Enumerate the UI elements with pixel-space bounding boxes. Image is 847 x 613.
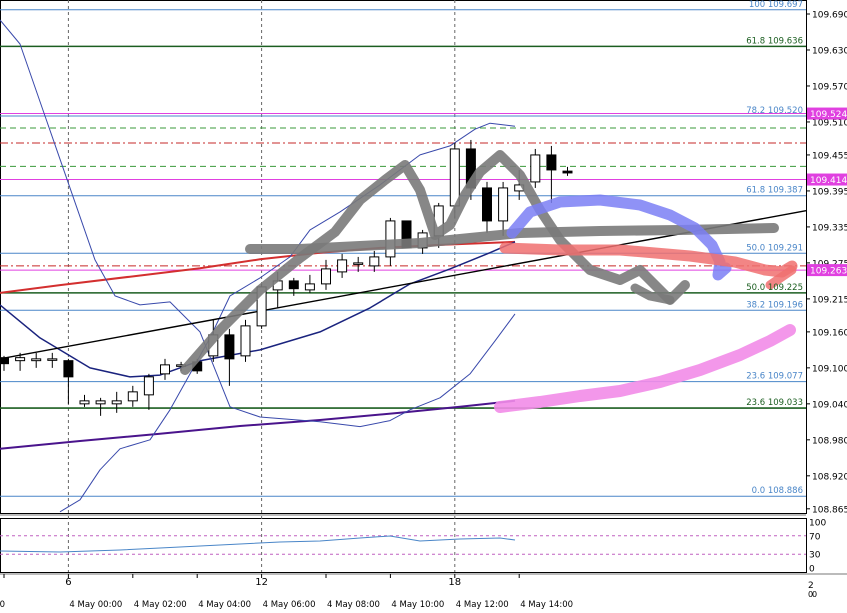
drawing-pink-curve-stroke	[494, 324, 796, 413]
price-tick-label-4: 109.455	[812, 151, 847, 161]
price-tick-label-3: 109.510	[812, 118, 847, 128]
candle-body-33	[530, 154, 541, 183]
trend-line	[0, 210, 807, 360]
ma-blue-line	[0, 241, 516, 378]
fib-label-7: 23.6 109.077	[746, 372, 803, 382]
candle-body-7	[111, 400, 122, 405]
price-tick-label-10: 109.100	[812, 364, 847, 374]
day-label-2: 18	[448, 577, 461, 588]
candle-body-10	[160, 364, 170, 375]
price-tick-label-12: 108.980	[812, 436, 847, 446]
candle-body-19	[304, 283, 315, 291]
time-axis: 200 6 12 18 3 May 22:00 4 May 00:00 4 May 02:0…	[0, 574, 817, 610]
oscillator-panel-border	[0, 518, 807, 573]
candle-body-15	[240, 325, 251, 357]
osc-tick-label-3: 0	[809, 565, 815, 575]
time-tick-label-1: 4 May 00:00	[69, 600, 122, 609]
price-tick-label-11: 109.040	[812, 400, 847, 410]
price-tag-label-2: 109.263	[810, 267, 847, 277]
price-tag-label-0: 109.524	[810, 110, 847, 120]
freehand-drawings-layer	[180, 150, 798, 413]
osc-tick-label-0: 100	[809, 519, 826, 529]
candle-body-35	[562, 170, 573, 174]
time-tick-label-7: 4 May 12:00	[456, 600, 509, 609]
candle-body-28	[449, 148, 460, 207]
price-tag-bg-0	[807, 107, 847, 120]
candle-body-14	[224, 334, 235, 360]
candle-body-24	[385, 220, 396, 258]
fib-label-6: 38.2 109.196	[746, 300, 803, 310]
candle-body-30	[482, 187, 492, 222]
band-upper-line	[59, 122, 516, 513]
fib-labels-layer: 100 109.697 61.8 109.636 78.2 109.520 61.8 …	[746, 0, 803, 496]
price-tick-label-9: 109.160	[812, 328, 847, 338]
candle-body-1	[15, 357, 26, 362]
time-tick-label-8: 4 May 14:00	[520, 600, 573, 609]
price-tag-bg-2	[807, 264, 847, 277]
grid-layer	[0, 0, 847, 575]
fib-label-9: 0.0 108.886	[752, 486, 803, 496]
bottom-right-tick-0: 2	[808, 581, 814, 591]
fib-label-0: 100 109.697	[749, 0, 803, 10]
time-tick-label-0: 3 May 22:00	[0, 600, 5, 609]
price-tag-label-1: 109.414	[810, 176, 847, 186]
price-tick-label-14: 108.865	[812, 505, 847, 515]
price-tick-label-6: 109.335	[812, 223, 847, 233]
fib-label-8: 23.6 109.033	[746, 398, 803, 408]
fib-label-2: 78.2 109.520	[746, 106, 803, 116]
bottom-right-tick-1: 0	[808, 590, 813, 599]
candle-body-2	[31, 358, 42, 362]
band-lower-line	[0, 19, 516, 428]
drawing-gray-pattern-stroke	[180, 150, 690, 375]
time-tick-label-4: 4 May 06:00	[263, 600, 316, 609]
oscillator-panel: 100 70 30 0	[0, 519, 826, 575]
fib-label-5: 50.0 109.225	[746, 283, 803, 293]
candle-body-8	[127, 391, 138, 402]
day-label-0: 6	[65, 577, 71, 588]
candle-body-3	[47, 358, 58, 361]
candles-layer	[0, 139, 573, 416]
fib-label-4: 50.0 109.291	[746, 243, 803, 253]
drawing-gray-tick-stroke	[630, 283, 675, 305]
price-axis: 109.690 109.630 109.570 109.510 109.455 109.3…	[806, 10, 847, 515]
candle-body-20	[321, 268, 331, 285]
price-tick-label-5: 109.395	[812, 187, 847, 197]
time-tick-label-5: 4 May 08:00	[327, 600, 380, 609]
candle-body-9	[143, 376, 154, 396]
drawing-red-arrow-head	[765, 265, 797, 290]
candle-body-6	[95, 400, 106, 405]
time-tick-label-3: 4 May 04:00	[198, 600, 251, 609]
candle-body-4	[63, 360, 74, 378]
osc-tick-label-2: 30	[809, 551, 821, 561]
candle-body-22	[353, 262, 364, 265]
fib-label-1: 61.8 109.636	[746, 36, 803, 46]
candle-body-31	[498, 187, 509, 222]
candle-body-34	[546, 154, 557, 171]
price-tick-label-2: 109.570	[812, 82, 847, 92]
time-tick-label-2: 4 May 02:00	[134, 600, 187, 609]
candle-body-21	[337, 259, 348, 273]
price-tick-label-0: 109.690	[812, 10, 847, 20]
ma-purple-line	[0, 399, 516, 450]
day-label-1: 12	[255, 577, 268, 588]
bottom-right-tick-2: 0	[812, 590, 817, 599]
price-tick-label-1: 109.630	[812, 46, 847, 56]
oscillator-line	[0, 535, 516, 553]
price-tick-label-13: 108.920	[812, 472, 847, 482]
fib-label-3: 61.8 109.387	[746, 186, 803, 196]
price-tag-bg-1	[807, 173, 847, 186]
time-tick-label-6: 4 May 10:00	[391, 600, 444, 609]
drawing-red-arrow-stroke	[499, 242, 798, 278]
candle-body-23	[369, 256, 380, 267]
price-tick-label-8: 109.215	[812, 295, 847, 305]
candle-body-18	[288, 280, 299, 290]
candle-body-5	[79, 400, 90, 405]
candle-body-0	[0, 357, 9, 365]
main-panel-border	[0, 0, 807, 514]
drawing-blue-arc-stroke	[506, 194, 732, 281]
osc-tick-label-1: 70	[809, 532, 821, 542]
